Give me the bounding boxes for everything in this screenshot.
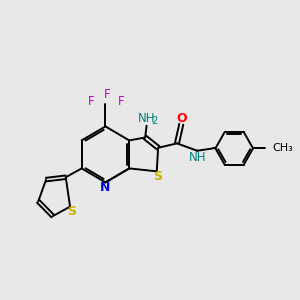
Text: N: N (100, 181, 111, 194)
Text: F: F (118, 95, 125, 108)
Text: NH: NH (189, 151, 207, 164)
Text: CH₃: CH₃ (273, 143, 293, 153)
Text: S: S (67, 205, 76, 218)
Text: NH: NH (138, 112, 155, 125)
Text: 2: 2 (152, 116, 158, 126)
Text: O: O (177, 112, 187, 125)
Text: S: S (153, 170, 162, 183)
Text: F: F (103, 88, 110, 100)
Text: F: F (88, 95, 95, 108)
